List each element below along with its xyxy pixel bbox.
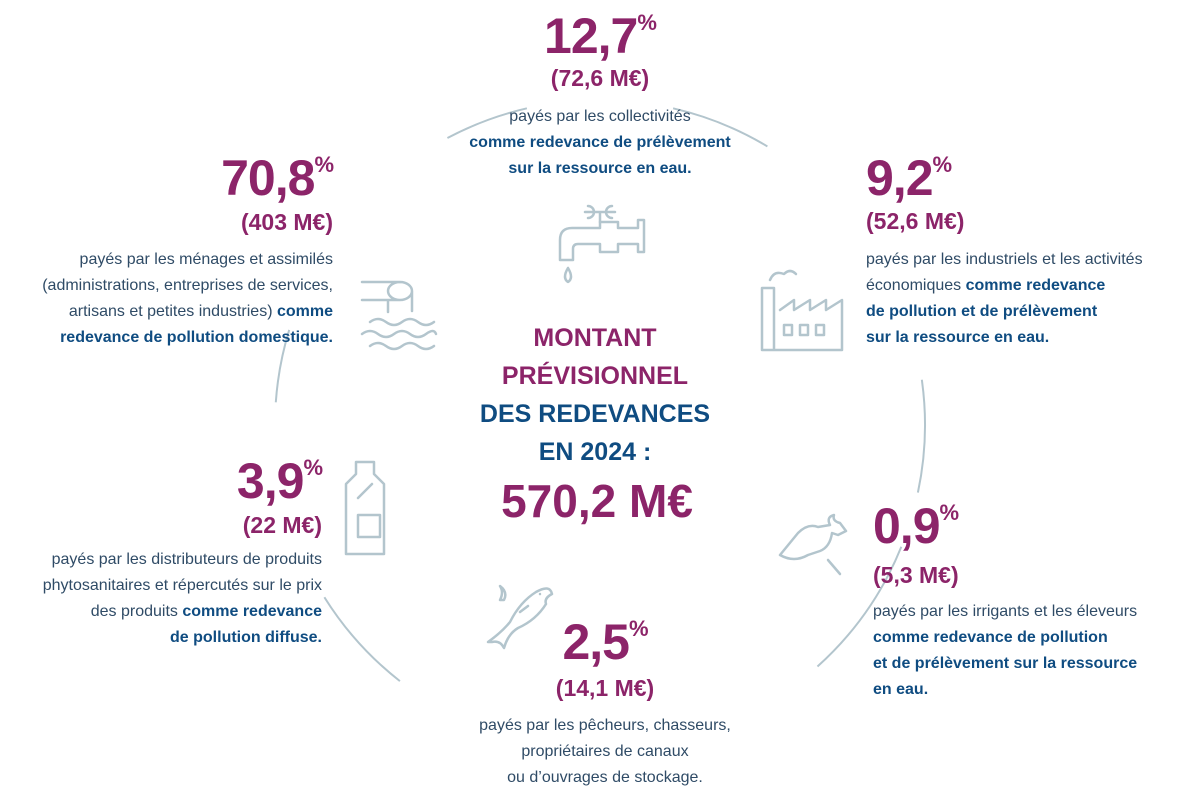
description-line: des produits comme redevance <box>43 599 322 625</box>
percent-sign: % <box>932 152 953 177</box>
description-line: économiques comme redevance <box>866 273 1143 299</box>
circle-arcs <box>274 107 926 682</box>
arc <box>446 107 528 139</box>
arc <box>672 107 768 148</box>
description-line: (administrations, entreprises de service… <box>42 273 333 299</box>
text-run: comme redevance <box>182 603 322 620</box>
text-run: payés par les collectivités <box>509 108 691 125</box>
percent: 0,9% <box>873 498 960 554</box>
text-run: comme redevance de prélèvement <box>469 134 731 151</box>
percent-value: 70,8 <box>221 150 315 206</box>
amount: (14,1 M€) <box>555 675 655 701</box>
text-run: comme redevance de pollution <box>873 629 1108 646</box>
description-line: payés par les industriels et les activit… <box>866 247 1143 273</box>
text-run: sur la ressource en eau. <box>866 329 1050 346</box>
text-run: artisans et petites industries) <box>68 303 277 320</box>
percent-sign: % <box>637 10 657 35</box>
description-line: propriétaires de canaux <box>479 739 731 765</box>
description-line: sur la ressource en eau. <box>469 156 730 182</box>
center-total: 570,2 M€ <box>501 475 693 527</box>
text-run: payés par les ménages et assimilés <box>79 251 333 268</box>
percent-sign: % <box>628 616 649 641</box>
percent: 3,9% <box>236 453 323 509</box>
arc <box>816 546 903 668</box>
description-line: de pollution diffuse. <box>43 625 322 651</box>
tap-icon <box>558 204 646 284</box>
text-run: ou d’ouvrages de stockage. <box>507 769 703 786</box>
description-line: comme redevance de prélèvement <box>469 130 730 156</box>
amount: (5,3 M€) <box>873 562 959 588</box>
amount: (52,6 M€) <box>866 208 965 234</box>
text-run: payés par les distributeurs de produits <box>51 551 322 568</box>
center-line: PRÉVISIONNEL <box>501 362 689 390</box>
percent-value: 3,9 <box>236 453 305 509</box>
percent: 2,5% <box>562 614 649 670</box>
text-run: comme redevance <box>965 277 1106 294</box>
text-run: (administrations, entreprises de service… <box>42 277 333 294</box>
text-run: économiques <box>866 277 966 294</box>
center-line: EN 2024 : <box>538 438 652 466</box>
amount: (22 M€) <box>242 512 322 538</box>
description-line: artisans et petites industries) comme <box>42 299 333 325</box>
text-run: des produits <box>90 603 183 620</box>
description-line: sur la ressource en eau. <box>866 325 1143 351</box>
description: payés par les ménages et assimilés (admin… <box>42 247 333 351</box>
description-line: de pollution et de prélèvement <box>866 299 1143 325</box>
description: payés par les irrigants et les éleveurs c… <box>873 599 1137 703</box>
description-line: payés par les distributeurs de produits <box>43 547 322 573</box>
text-run: propriétaires de canaux <box>521 743 689 760</box>
percent: 12,7% <box>544 8 657 64</box>
percent: 9,2% <box>866 150 953 206</box>
text-run: comme <box>276 303 333 320</box>
description: payés par les pêcheurs, chasseurs, propri… <box>479 713 731 791</box>
percent-value: 0,9 <box>873 498 941 554</box>
text-run: payés par les industriels et les activit… <box>866 251 1143 268</box>
percent-value: 12,7 <box>544 8 638 64</box>
center-title: MONTANT PRÉVISIONNEL DES REDEVANCES EN 2024… <box>480 319 710 471</box>
cow-icon <box>778 513 848 576</box>
percent-value: 9,2 <box>866 150 934 206</box>
percent: 70,8% <box>221 150 334 206</box>
center-line: MONTANT <box>533 324 657 352</box>
description-line: payés par les collectivités <box>469 104 730 130</box>
description-line: en eau. <box>873 677 1137 703</box>
amount: (72,6 M€) <box>550 65 650 91</box>
text-run: sur la ressource en eau. <box>508 160 692 177</box>
description-line: payés par les ménages et assimilés <box>42 247 333 273</box>
description-line: comme redevance de pollution <box>873 625 1137 651</box>
description-line: et de prélèvement sur la ressource <box>873 651 1137 677</box>
center-line: DES REDEVANCES <box>479 400 711 428</box>
description-line: ou d’ouvrages de stockage. <box>479 765 731 791</box>
percent-value: 2,5 <box>562 614 630 670</box>
text-run: de pollution et de prélèvement <box>866 303 1098 320</box>
percent-sign: % <box>303 455 323 480</box>
percent-sign: % <box>314 152 334 177</box>
text-run: payés par les irrigants et les éleveurs <box>873 603 1138 620</box>
text-run: redevance de pollution domestique. <box>60 329 333 346</box>
fish-icon <box>486 584 554 650</box>
description-line: redevance de pollution domestique. <box>42 325 333 351</box>
arc <box>916 379 926 493</box>
description: payés par les collectivités comme redevan… <box>469 104 730 182</box>
description-line: phytosanitaires et répercutés sur le pri… <box>43 573 322 599</box>
text-run: et de prélèvement sur la ressource <box>873 655 1138 672</box>
text-run: en eau. <box>873 681 929 698</box>
text-run: de pollution diffuse. <box>170 629 322 646</box>
description-line: payés par les pêcheurs, chasseurs, <box>479 713 731 739</box>
description: payés par les industriels et les activit… <box>866 247 1143 351</box>
arc <box>274 329 291 403</box>
arc <box>323 596 401 682</box>
text-run: payés par les pêcheurs, chasseurs, <box>479 717 731 734</box>
percent-sign: % <box>939 500 960 525</box>
pipe-icon <box>360 280 438 351</box>
description-line: payés par les irrigants et les éleveurs <box>873 599 1137 625</box>
description: payés par les distributeurs de produits p… <box>43 547 322 651</box>
bottle-icon <box>344 460 386 556</box>
amount: (403 M€) <box>240 209 333 235</box>
text-run: phytosanitaires et répercutés sur le pri… <box>42 577 322 594</box>
factory-icon <box>760 269 844 352</box>
